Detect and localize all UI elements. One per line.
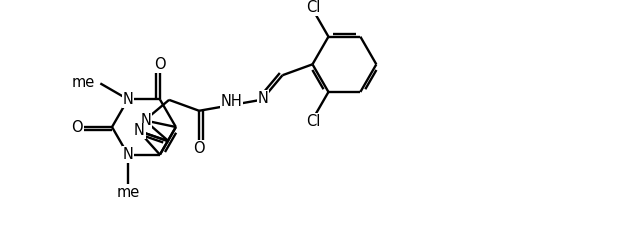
Text: Cl: Cl [306, 0, 320, 15]
Text: O: O [154, 57, 166, 72]
Text: N: N [134, 123, 145, 138]
Text: Cl: Cl [306, 114, 320, 129]
Text: me: me [72, 75, 95, 90]
Text: O: O [71, 120, 83, 135]
Text: NH: NH [221, 94, 243, 109]
Text: O: O [193, 140, 205, 155]
Text: me: me [116, 185, 140, 200]
Text: N: N [122, 92, 133, 107]
Text: N: N [257, 91, 268, 106]
Text: N: N [140, 113, 151, 128]
Text: N: N [122, 147, 133, 162]
